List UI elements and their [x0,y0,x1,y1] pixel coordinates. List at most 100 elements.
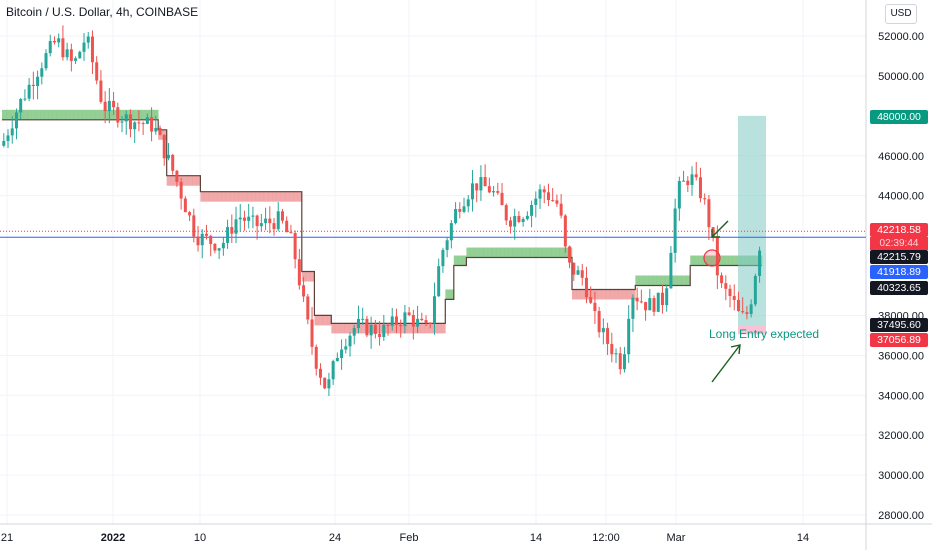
trailing-stop-segment [44,109,49,120]
candle-body [200,233,204,246]
trailing-stop-segment [605,289,611,300]
candle-body [128,114,132,130]
trailing-stop-segment [479,247,484,258]
trailing-stop-segment [242,191,248,202]
candle-body [546,192,550,201]
candle-body [247,216,251,221]
candle-body [331,361,335,380]
candle-body [411,315,415,327]
candle-body [741,311,745,313]
candle-body [14,112,18,129]
down-arrow-head [711,229,720,238]
trailing-stop-segment [2,109,7,120]
x-tick-label: 12:00 [592,532,620,544]
candle-body [57,38,61,43]
trailing-stop-segment [572,289,577,300]
price-axis-label: 42218.58 [870,223,928,237]
candle-body [454,208,458,224]
candle-body [340,349,344,358]
candle-body [584,277,588,298]
price-axis-label: 40323.65 [870,281,928,295]
trailing-stop-segment [707,255,712,266]
trailing-stop-segment [681,275,687,286]
trailing-stop-segment [40,109,45,120]
candle-body [479,177,483,191]
candle-body [120,121,124,123]
candle-body [437,266,441,297]
candle-body [369,324,373,336]
trailing-stop-segment [525,247,531,258]
candle-body [500,192,504,206]
candle-body [483,177,487,187]
trailing-stop-segment [521,247,526,258]
candle-body [19,99,23,113]
trailing-stop-segment [601,289,607,300]
candle-body [382,324,386,338]
trailing-stop-segment [327,315,332,326]
trailing-stop-segment [284,191,290,202]
trailing-stop-segment [78,109,83,120]
trailing-stop-segment [546,247,552,258]
trailing-stop-segment [635,275,640,286]
candle-body [276,211,280,230]
y-tick-label: 50000.00 [878,71,924,83]
candle-body [534,198,538,205]
trailing-stop-segment [491,247,497,258]
candle-body [238,217,242,220]
candle-body [572,262,576,275]
trailing-stop-segment [626,289,632,300]
candle-body [230,227,234,234]
candle-body [622,354,626,370]
trailing-stop-segment [200,191,205,202]
trailing-stop-segment [580,289,585,300]
candle-body [213,243,217,251]
y-tick-label: 36000.00 [878,350,924,362]
candle-body [720,275,724,284]
trailing-stop-segment [99,109,104,120]
trailing-stop-segment [73,109,79,120]
candle-body [703,198,707,200]
candle-body [2,140,6,146]
trailing-stop-segment [192,175,197,186]
trailing-stop-segment [559,247,564,258]
trailing-stop-segment [453,255,459,266]
trailing-stop-segment [643,275,649,286]
candle-body [698,177,702,199]
trailing-stop-segment [656,275,661,286]
candle-body [61,38,65,58]
candle-body [107,100,111,112]
candle-body [690,174,694,186]
candle-body [378,333,382,338]
candle-body [631,297,635,319]
candle-body [470,183,474,200]
candle-body [487,186,491,193]
trailing-stop-segment [487,247,493,258]
trailing-stop-segment [622,289,628,300]
candle-body [150,117,154,132]
trailing-stop-segment [268,191,273,202]
candle-body [255,215,259,227]
trailing-stop-segment [31,109,37,120]
trailing-stop-segment [225,191,231,202]
candle-body [318,368,322,378]
candle-body [302,285,306,297]
candle-body [36,76,40,86]
trailing-stop-segment [314,315,319,326]
trailing-stop-segment [462,255,467,266]
symbol-title[interactable]: Bitcoin / U.S. Dollar, 4h, COINBASE [6,5,199,19]
y-tick-label: 46000.00 [878,151,924,163]
trailing-stop-segment [331,323,336,334]
trailing-stop-segment [534,247,539,258]
annotation-long-entry: Long Entry expected [709,327,820,341]
trailing-stop-segment [10,109,15,120]
currency-button[interactable]: USD [885,4,917,24]
trailing-stop-segment [289,191,294,202]
candle-body [314,346,318,369]
candle-body [40,68,44,77]
candle-body [259,223,263,227]
candle-body [669,252,673,289]
trailing-stop-segment [238,191,243,202]
trailing-stop-segment [344,323,349,334]
candle-body [513,216,517,227]
